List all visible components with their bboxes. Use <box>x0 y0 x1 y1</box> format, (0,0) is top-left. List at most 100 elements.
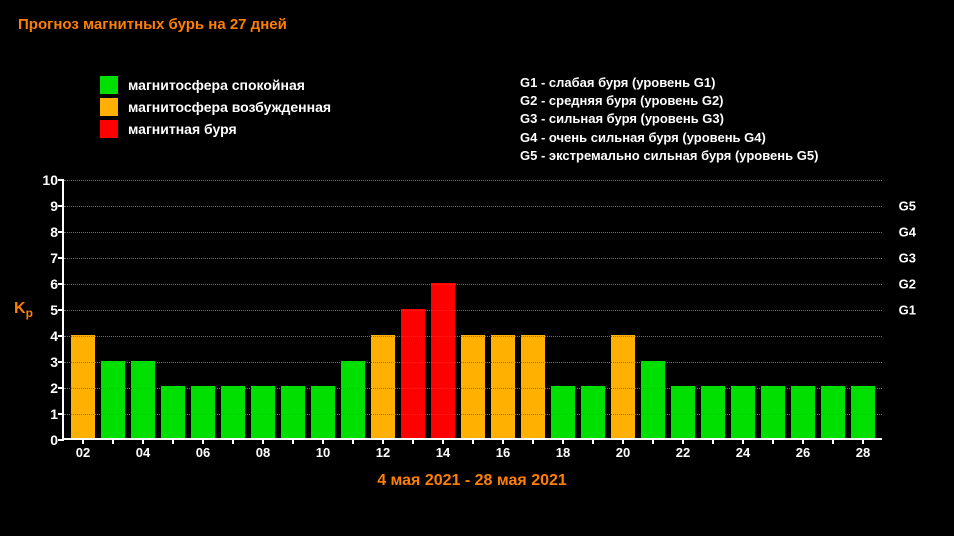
y-tick-label: 5 <box>36 302 58 318</box>
bar <box>371 335 396 438</box>
x-tick-mark <box>622 438 624 444</box>
bar <box>101 361 126 438</box>
bar-slot <box>458 180 488 438</box>
chart-title: Прогноз магнитных бурь на 27 дней <box>18 16 287 33</box>
x-tick-mark <box>472 438 474 444</box>
x-tick-label: 10 <box>316 445 330 460</box>
bar-slot <box>338 180 368 438</box>
x-tick-label: 20 <box>616 445 630 460</box>
bar-slot <box>758 180 788 438</box>
bar <box>191 386 216 438</box>
bar-slot: 08 <box>248 180 278 438</box>
x-tick-mark <box>862 438 864 444</box>
y-tick-mark <box>58 231 64 233</box>
right-scale-label: G3 <box>899 251 916 266</box>
chart-plot-area: 0204060810121416182022242628 01234567891… <box>62 180 882 440</box>
y-tick-label: 10 <box>36 172 58 188</box>
bar <box>581 386 606 438</box>
bar-slot: 10 <box>308 180 338 438</box>
bar <box>161 386 186 438</box>
x-tick-label: 14 <box>436 445 450 460</box>
y-tick-label: 7 <box>36 250 58 266</box>
legend-right: G1 - слабая буря (уровень G1)G2 - средня… <box>520 74 818 165</box>
bar-slot: 22 <box>668 180 698 438</box>
bar <box>731 386 756 438</box>
bar <box>821 386 846 438</box>
bar-slot <box>218 180 248 438</box>
bar <box>791 386 816 438</box>
x-tick-label: 08 <box>256 445 270 460</box>
gridline <box>64 258 882 259</box>
bar <box>491 335 516 438</box>
y-tick-label: 6 <box>36 276 58 292</box>
gridline <box>64 336 882 337</box>
y-tick-label: 2 <box>36 380 58 396</box>
bar <box>761 386 786 438</box>
bar <box>521 335 546 438</box>
x-tick-mark <box>682 438 684 444</box>
x-tick-mark <box>742 438 744 444</box>
y-tick-label: 1 <box>36 406 58 422</box>
x-tick-mark <box>172 438 174 444</box>
bar <box>671 386 696 438</box>
bar-slot <box>98 180 128 438</box>
bar-slot: 24 <box>728 180 758 438</box>
x-tick-mark <box>592 438 594 444</box>
bar <box>401 309 426 438</box>
bar-slot: 04 <box>128 180 158 438</box>
x-tick-mark <box>412 438 414 444</box>
y-tick-mark <box>58 439 64 441</box>
bar <box>701 386 726 438</box>
bar-slot <box>638 180 668 438</box>
x-tick-mark <box>202 438 204 444</box>
x-tick-mark <box>802 438 804 444</box>
legend-label: магнитосфера возбужденная <box>128 99 331 115</box>
bar-slot: 18 <box>548 180 578 438</box>
x-tick-label: 12 <box>376 445 390 460</box>
y-tick-mark <box>58 361 64 363</box>
y-tick-mark <box>58 335 64 337</box>
bar-slot: 14 <box>428 180 458 438</box>
gridline <box>64 284 882 285</box>
x-tick-label: 24 <box>736 445 750 460</box>
legend-swatch <box>100 98 118 116</box>
y-tick-label: 0 <box>36 432 58 448</box>
bar <box>251 386 276 438</box>
right-scale-label: G2 <box>899 277 916 292</box>
x-tick-mark <box>262 438 264 444</box>
right-scale-label: G5 <box>899 199 916 214</box>
bar-slot: 28 <box>848 180 878 438</box>
scale-description-line: G5 - экстремально сильная буря (уровень … <box>520 147 818 165</box>
x-tick-mark <box>562 438 564 444</box>
right-scale-label: G1 <box>899 303 916 318</box>
y-tick-mark <box>58 205 64 207</box>
legend-label: магнитная буря <box>128 121 237 137</box>
bar-slot: 12 <box>368 180 398 438</box>
x-tick-mark <box>532 438 534 444</box>
x-tick-label: 02 <box>76 445 90 460</box>
x-tick-label: 06 <box>196 445 210 460</box>
legend-item: магнитосфера возбужденная <box>100 98 331 116</box>
y-tick-mark <box>58 309 64 311</box>
bar-slot <box>278 180 308 438</box>
y-tick-mark <box>58 179 64 181</box>
scale-description-line: G1 - слабая буря (уровень G1) <box>520 74 818 92</box>
bar-slot: 02 <box>68 180 98 438</box>
x-tick-label: 26 <box>796 445 810 460</box>
y-tick-mark <box>58 387 64 389</box>
y-tick-mark <box>58 283 64 285</box>
legend-swatch <box>100 120 118 138</box>
x-tick-mark <box>382 438 384 444</box>
bars-group: 0204060810121416182022242628 <box>64 180 882 438</box>
x-tick-mark <box>502 438 504 444</box>
gridline <box>64 310 882 311</box>
x-tick-mark <box>352 438 354 444</box>
bar-slot <box>398 180 428 438</box>
y-tick-mark <box>58 257 64 259</box>
x-tick-mark <box>232 438 234 444</box>
bar-slot: 06 <box>188 180 218 438</box>
legend-item: магнитосфера спокойная <box>100 76 331 94</box>
gridline <box>64 362 882 363</box>
x-tick-mark <box>142 438 144 444</box>
gridline <box>64 232 882 233</box>
